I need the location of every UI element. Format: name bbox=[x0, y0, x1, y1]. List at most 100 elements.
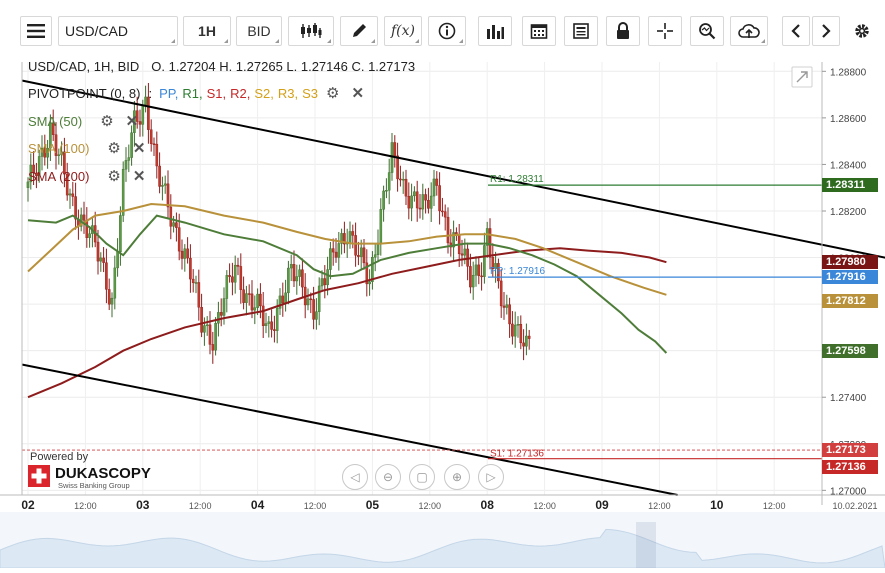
candle-body bbox=[138, 121, 142, 125]
upload-button[interactable] bbox=[730, 16, 768, 46]
candle-body bbox=[362, 247, 366, 264]
volume-button[interactable] bbox=[478, 16, 512, 46]
scroll-right-button[interactable] bbox=[812, 16, 840, 46]
sma50-close-icon[interactable]: ✕ bbox=[125, 113, 139, 130]
upper-trendline[interactable] bbox=[22, 79, 885, 265]
candle-body bbox=[197, 282, 201, 308]
time-tick-label: 02 bbox=[21, 498, 35, 512]
pivot-pp: PP, bbox=[159, 85, 179, 101]
candle-body bbox=[463, 248, 467, 256]
timeframe-selector[interactable]: 1H bbox=[183, 16, 231, 46]
nav-scroll-right-button[interactable]: ▷ bbox=[478, 464, 504, 490]
candle-body bbox=[502, 305, 506, 308]
price-side-selector[interactable]: BID bbox=[236, 16, 282, 46]
sma100-legend: SMA (100) ⚙ ✕ bbox=[28, 139, 149, 157]
candle-body bbox=[175, 222, 178, 228]
nav-zoom-reset-button[interactable]: ▢ bbox=[409, 464, 435, 490]
pivot-s2: S2, bbox=[254, 85, 274, 101]
sma100-close-icon[interactable]: ✕ bbox=[132, 140, 146, 157]
candle-body bbox=[373, 254, 377, 258]
candle-body bbox=[511, 323, 514, 337]
scroll-left-button[interactable] bbox=[782, 16, 810, 46]
hamburger-icon bbox=[27, 24, 45, 38]
price-chart[interactable]: R1: 1.28311 PP: 1.27916 S1: 1.27136 1.2880… bbox=[0, 62, 885, 569]
candle-body bbox=[292, 264, 296, 282]
candle-body bbox=[256, 293, 259, 308]
candle-body bbox=[191, 278, 195, 283]
candle-body bbox=[158, 165, 161, 187]
candle-body bbox=[508, 304, 511, 325]
zoom-in-icon: ⊕ bbox=[451, 470, 463, 484]
pivot-pp-label: PP: 1.27916 bbox=[490, 266, 545, 277]
brand-name: DUKASCOPY bbox=[55, 465, 151, 482]
crosshair-button[interactable] bbox=[648, 16, 682, 46]
candle-body bbox=[424, 194, 427, 201]
candle-body bbox=[189, 257, 192, 280]
candle-body bbox=[166, 183, 170, 208]
price-tick-label: 1.27400 bbox=[830, 393, 867, 404]
candle-body bbox=[396, 155, 399, 180]
candle-body bbox=[399, 178, 402, 181]
arrow-right-icon: ▷ bbox=[486, 470, 496, 484]
time-tick-label: 05 bbox=[366, 498, 380, 512]
candle-body bbox=[26, 181, 30, 188]
candle-body bbox=[65, 173, 69, 196]
calendar-button[interactable] bbox=[522, 16, 556, 46]
timeframe-label: 1H bbox=[198, 23, 216, 39]
pivot-settings-gear-icon[interactable]: ⚙ bbox=[326, 85, 340, 102]
draw-tools-button[interactable] bbox=[340, 16, 378, 46]
candle-body bbox=[382, 190, 385, 210]
candle-body bbox=[348, 231, 352, 243]
nav-zoom-in-button[interactable]: ⊕ bbox=[444, 464, 470, 490]
lock-icon bbox=[617, 22, 629, 39]
arrow-left-icon: ◁ bbox=[350, 470, 360, 484]
candle-body bbox=[273, 329, 276, 331]
news-button[interactable] bbox=[564, 16, 598, 46]
price-tag: 1.27173 bbox=[822, 443, 878, 458]
settings-gear-icon bbox=[855, 24, 869, 38]
price-tick-label: 1.28800 bbox=[830, 67, 867, 78]
function-button[interactable]: f(x) bbox=[384, 16, 422, 46]
candle-body bbox=[281, 295, 285, 304]
info-button[interactable] bbox=[428, 16, 466, 46]
candle-body bbox=[393, 142, 397, 157]
navigator-window-handle[interactable] bbox=[636, 522, 656, 568]
price-tick-label: 1.27000 bbox=[830, 486, 867, 497]
chart-type-button[interactable] bbox=[288, 16, 334, 46]
candle-body bbox=[135, 110, 139, 122]
candle-body bbox=[267, 321, 271, 324]
time-tick-label: 12:00 bbox=[189, 501, 212, 511]
pivot-close-icon[interactable]: ✕ bbox=[351, 85, 365, 102]
sma200-close-icon[interactable]: ✕ bbox=[132, 168, 146, 185]
sma200-settings-gear-icon[interactable]: ⚙ bbox=[107, 168, 121, 185]
zoom-tool-button[interactable] bbox=[690, 16, 724, 46]
candle-body bbox=[161, 185, 164, 187]
symbol-selector[interactable]: USD/CAD bbox=[58, 16, 178, 46]
candle-body bbox=[105, 262, 108, 290]
candle-body bbox=[527, 335, 531, 339]
candle-body bbox=[121, 168, 125, 216]
nav-scroll-left-button[interactable]: ◁ bbox=[342, 464, 368, 490]
candle-body bbox=[180, 250, 184, 259]
lock-button[interactable] bbox=[606, 16, 640, 46]
candle-body bbox=[231, 276, 234, 283]
candle-body bbox=[63, 151, 66, 175]
nav-zoom-out-button[interactable]: ⊖ bbox=[375, 464, 401, 490]
lower-trendline[interactable] bbox=[22, 363, 678, 496]
candle-body bbox=[505, 304, 509, 308]
candle-body bbox=[208, 324, 212, 345]
zoom-out-icon: ⊖ bbox=[382, 470, 394, 484]
menu-button[interactable] bbox=[20, 16, 52, 46]
time-tick-label: 08 bbox=[481, 498, 495, 512]
candle-body bbox=[438, 185, 441, 212]
candle-body bbox=[385, 190, 388, 192]
sma50-settings-gear-icon[interactable]: ⚙ bbox=[100, 113, 114, 130]
settings-button[interactable] bbox=[846, 16, 878, 46]
pivot-r1-label: R1: 1.28311 bbox=[490, 174, 544, 185]
candle-body bbox=[326, 269, 329, 286]
candle-body bbox=[289, 264, 293, 269]
chart-area[interactable]: R1: 1.28311 PP: 1.27916 S1: 1.27136 1.2880… bbox=[0, 59, 885, 569]
candle-body bbox=[37, 156, 41, 176]
sma100-settings-gear-icon[interactable]: ⚙ bbox=[107, 140, 121, 157]
expand-arrow-icon bbox=[796, 71, 808, 83]
